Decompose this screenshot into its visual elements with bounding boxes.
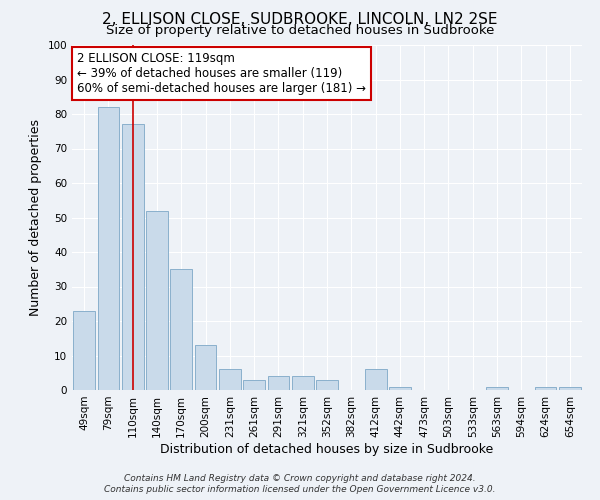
Bar: [146, 210, 168, 390]
Text: 2 ELLISON CLOSE: 119sqm
← 39% of detached houses are smaller (119)
60% of semi-d: 2 ELLISON CLOSE: 119sqm ← 39% of detache…: [77, 52, 366, 95]
Bar: [389, 386, 411, 390]
Bar: [170, 269, 192, 390]
Bar: [243, 380, 265, 390]
Bar: [365, 370, 386, 390]
Bar: [219, 370, 241, 390]
Bar: [122, 124, 143, 390]
Bar: [194, 345, 217, 390]
Text: 2, ELLISON CLOSE, SUDBROOKE, LINCOLN, LN2 2SE: 2, ELLISON CLOSE, SUDBROOKE, LINCOLN, LN…: [102, 12, 498, 26]
Text: Size of property relative to detached houses in Sudbrooke: Size of property relative to detached ho…: [106, 24, 494, 37]
Bar: [268, 376, 289, 390]
Bar: [486, 386, 508, 390]
X-axis label: Distribution of detached houses by size in Sudbrooke: Distribution of detached houses by size …: [160, 442, 494, 456]
Text: Contains HM Land Registry data © Crown copyright and database right 2024.
Contai: Contains HM Land Registry data © Crown c…: [104, 474, 496, 494]
Bar: [316, 380, 338, 390]
Y-axis label: Number of detached properties: Number of detached properties: [29, 119, 42, 316]
Bar: [292, 376, 314, 390]
Bar: [535, 386, 556, 390]
Bar: [97, 107, 119, 390]
Bar: [73, 310, 95, 390]
Bar: [559, 386, 581, 390]
